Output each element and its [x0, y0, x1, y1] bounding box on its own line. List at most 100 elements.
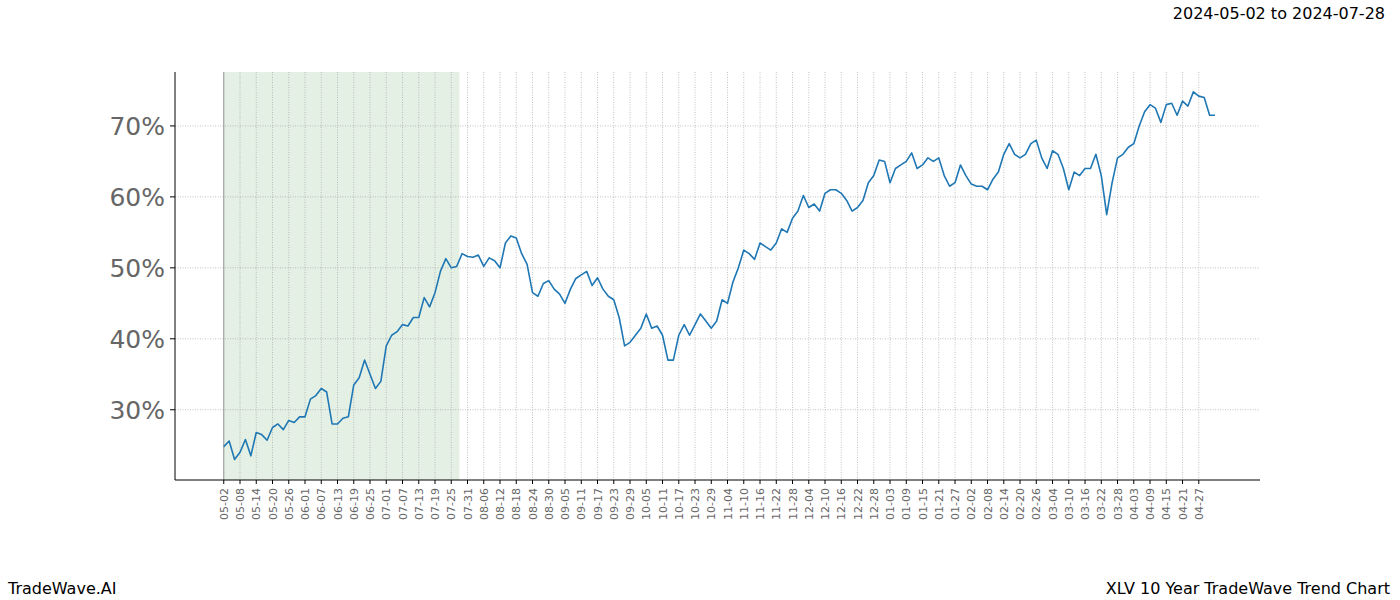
x-tick [337, 480, 338, 484]
x-tick-label: 09-29 [624, 488, 637, 520]
x-tick [760, 480, 761, 484]
x-tick [532, 480, 533, 484]
x-tick-label: 10-23 [689, 488, 702, 520]
x-tick [240, 480, 241, 484]
x-tick [971, 480, 972, 484]
x-grid-line [565, 72, 566, 480]
x-tick-label: 05-20 [267, 488, 280, 520]
x-tick [467, 480, 468, 484]
x-tick [743, 480, 744, 484]
x-tick [1150, 480, 1151, 484]
x-grid-line [223, 72, 224, 480]
x-grid-line [1036, 72, 1037, 480]
x-grid-line [743, 72, 744, 480]
x-grid-line [662, 72, 663, 480]
x-tick-label: 04-09 [1144, 488, 1157, 520]
x-grid-line [841, 72, 842, 480]
x-tick-label: 01-21 [933, 488, 946, 520]
x-tick [711, 480, 712, 484]
x-tick-label: 05-08 [234, 488, 247, 520]
x-tick-label: 07-19 [429, 488, 442, 520]
y-tick-label: 60% [109, 183, 165, 212]
x-grid-line [857, 72, 858, 480]
x-grid-line [955, 72, 956, 480]
x-tick [1068, 480, 1069, 484]
x-tick [548, 480, 549, 484]
x-tick-label: 09-17 [592, 488, 605, 520]
x-grid-line [353, 72, 354, 480]
brand: TradeWave.AI [7, 579, 116, 598]
x-tick [500, 480, 501, 484]
trend-line [224, 92, 1215, 460]
x-tick-label: 08-18 [510, 488, 523, 520]
x-tick-label: 02-02 [965, 488, 978, 520]
x-tick [1182, 480, 1183, 484]
x-tick-label: 09-05 [559, 488, 572, 520]
x-grid-line [922, 72, 923, 480]
x-tick [435, 480, 436, 484]
x-tick-label: 10-11 [657, 488, 670, 520]
x-tick [922, 480, 923, 484]
x-tick-label: 07-01 [380, 488, 393, 520]
x-grid-line [695, 72, 696, 480]
x-tick [386, 480, 387, 484]
x-grid-line [532, 72, 533, 480]
x-tick-label: 07-31 [462, 488, 475, 520]
x-tick [678, 480, 679, 484]
x-tick [581, 480, 582, 484]
x-tick-label: 11-04 [722, 488, 735, 520]
x-tick-label: 01-03 [884, 488, 897, 520]
x-grid-line [711, 72, 712, 480]
x-tick-label: 07-13 [413, 488, 426, 520]
x-tick-label: 10-17 [673, 488, 686, 520]
x-tick [272, 480, 273, 484]
x-tick-label: 04-27 [1193, 488, 1206, 520]
x-grid-line [483, 72, 484, 480]
x-grid-line [321, 72, 322, 480]
x-tick [646, 480, 647, 484]
y-tick [170, 409, 175, 410]
x-tick-label: 03-22 [1095, 488, 1108, 520]
x-tick-label: 05-02 [218, 488, 231, 520]
x-grid-line [467, 72, 468, 480]
x-tick [841, 480, 842, 484]
x-grid-line [776, 72, 777, 480]
x-grid-line [1003, 72, 1004, 480]
x-tick [402, 480, 403, 484]
subtitle: 2024-05-02 to 2024-07-28 [1173, 4, 1385, 23]
x-tick-label: 06-01 [299, 488, 312, 520]
x-tick [1117, 480, 1118, 484]
x-tick-label: 08-24 [527, 488, 540, 520]
x-grid-line [500, 72, 501, 480]
x-tick-label: 02-26 [1030, 488, 1043, 520]
x-grid-line [760, 72, 761, 480]
x-tick [516, 480, 517, 484]
x-tick [662, 480, 663, 484]
x-tick-label: 12-22 [852, 488, 865, 520]
x-tick [321, 480, 322, 484]
x-grid-line [435, 72, 436, 480]
x-grid-line [971, 72, 972, 480]
x-tick [223, 480, 224, 484]
y-grid-line [175, 125, 1260, 126]
x-tick-label: 02-14 [998, 488, 1011, 520]
x-tick-label: 05-26 [283, 488, 296, 520]
y-tick [170, 267, 175, 268]
x-grid-line [516, 72, 517, 480]
x-grid-line [451, 72, 452, 480]
x-tick-label: 12-10 [819, 488, 832, 520]
x-grid-line [1085, 72, 1086, 480]
x-tick [597, 480, 598, 484]
x-grid-line [272, 72, 273, 480]
x-tick [987, 480, 988, 484]
x-grid-line [1020, 72, 1021, 480]
x-tick [1166, 480, 1167, 484]
x-grid-line [386, 72, 387, 480]
x-grid-line [548, 72, 549, 480]
x-tick-label: 08-30 [543, 488, 556, 520]
x-grid-line [337, 72, 338, 480]
x-tick [1133, 480, 1134, 484]
x-tick [808, 480, 809, 484]
x-tick [418, 480, 419, 484]
x-tick-label: 11-16 [754, 488, 767, 520]
